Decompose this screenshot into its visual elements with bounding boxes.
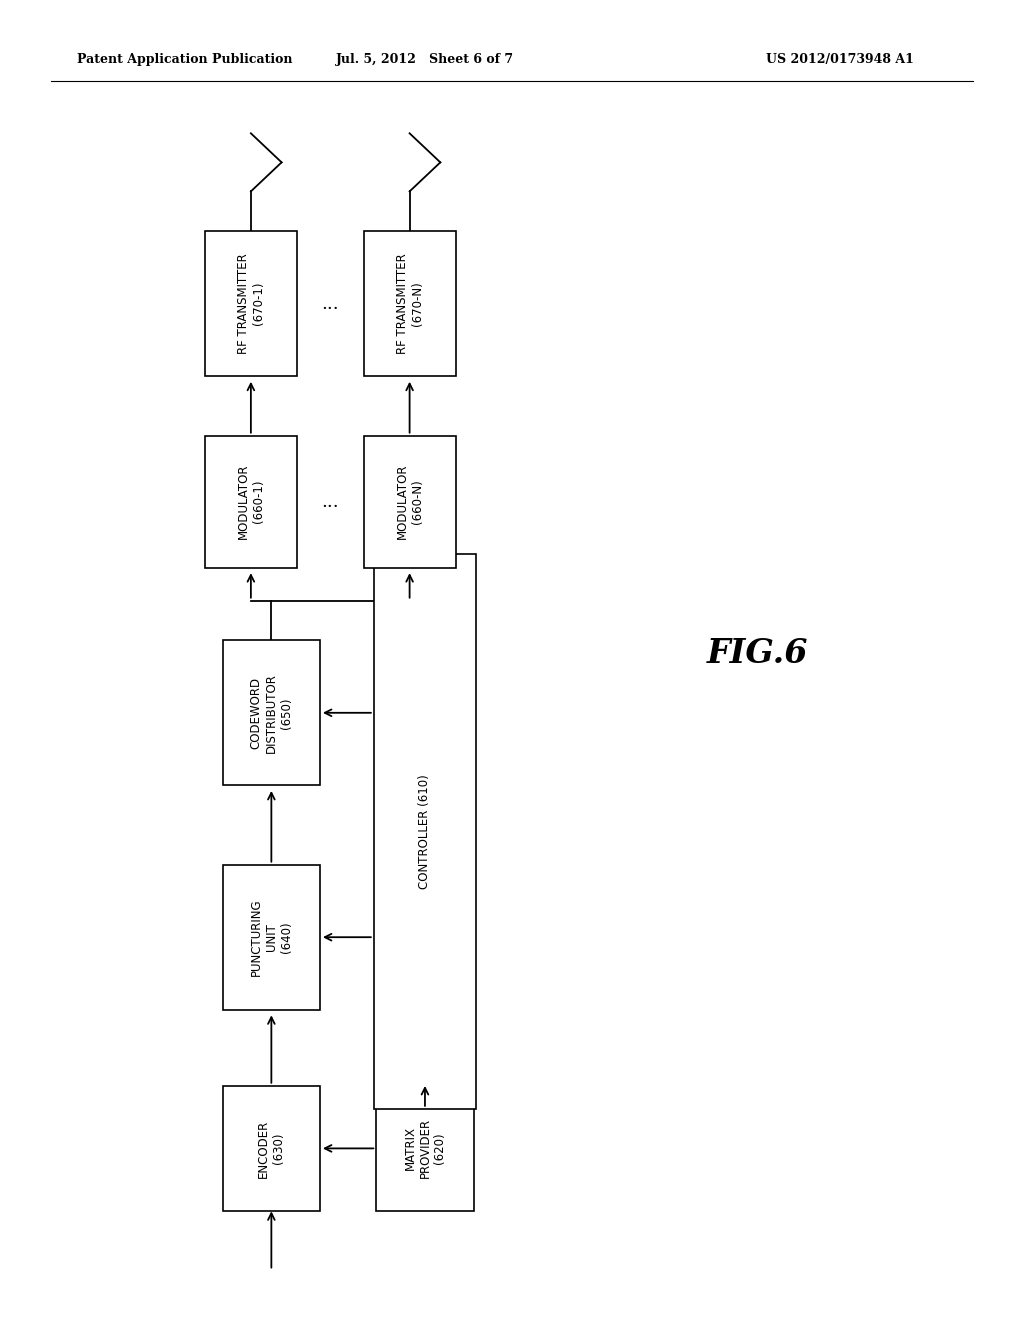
- Bar: [364, 231, 456, 376]
- Text: ENCODER
(630): ENCODER (630): [257, 1119, 286, 1177]
- Text: FIG.6: FIG.6: [707, 636, 809, 671]
- Text: RF TRANSMITTER
(670-N): RF TRANSMITTER (670-N): [395, 253, 424, 354]
- Text: ...: ...: [322, 294, 339, 313]
- Bar: [223, 865, 319, 1010]
- Bar: [364, 436, 456, 568]
- Text: ...: ...: [322, 492, 339, 511]
- Text: US 2012/0173948 A1: US 2012/0173948 A1: [766, 53, 913, 66]
- Text: MODULATOR
(660-N): MODULATOR (660-N): [395, 463, 424, 540]
- Bar: [374, 554, 476, 1109]
- Text: MODULATOR
(660-1): MODULATOR (660-1): [237, 463, 265, 540]
- Text: Jul. 5, 2012   Sheet 6 of 7: Jul. 5, 2012 Sheet 6 of 7: [336, 53, 514, 66]
- Bar: [205, 436, 297, 568]
- Text: Patent Application Publication: Patent Application Publication: [77, 53, 292, 66]
- Text: CONTROLLER (610): CONTROLLER (610): [419, 775, 431, 888]
- Text: CODEWORD
DISTRIBUTOR
(650): CODEWORD DISTRIBUTOR (650): [250, 673, 293, 752]
- Text: PUNCTURING
UNIT
(640): PUNCTURING UNIT (640): [250, 899, 293, 975]
- Bar: [205, 231, 297, 376]
- Bar: [223, 1085, 319, 1212]
- Text: RF TRANSMITTER
(670-1): RF TRANSMITTER (670-1): [237, 253, 265, 354]
- Text: MATRIX
PROVIDER
(620): MATRIX PROVIDER (620): [403, 1118, 446, 1179]
- Bar: [223, 640, 319, 785]
- Bar: [377, 1085, 473, 1212]
